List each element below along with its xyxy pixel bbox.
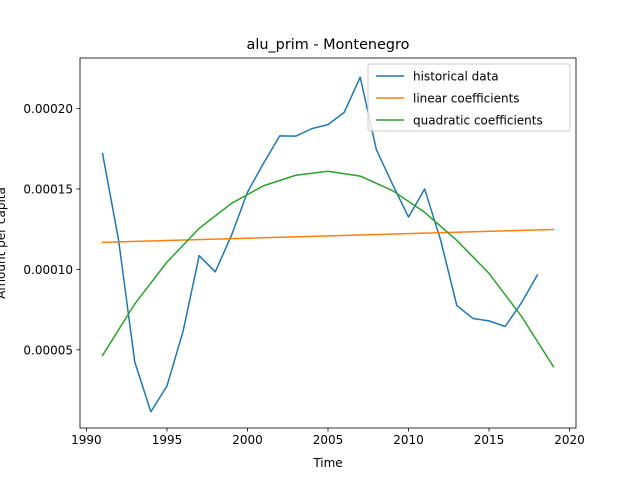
axes-frame [79, 57, 577, 429]
y-axis: 0.00005 0.00010 0.00015 0.00020 [23, 102, 80, 357]
series-line-quadratic-coefficients [101, 170, 555, 368]
x-tick-label: 1995 [152, 433, 183, 447]
plot-area [101, 76, 555, 413]
x-tick-label: 1990 [71, 433, 102, 447]
legend: historical data linear coefficients quadra… [367, 63, 571, 132]
y-tick-label: 0.00010 [23, 263, 73, 277]
x-tick-label: 2015 [474, 433, 505, 447]
x-tick-label: 2020 [554, 433, 585, 447]
y-axis-label: Amount per capita [0, 187, 8, 299]
legend-label: linear coefficients [413, 92, 520, 106]
legend-box [367, 63, 571, 132]
x-axis-label: Time [312, 456, 342, 470]
chart-title: alu_prim - Montenegro [247, 37, 410, 53]
x-tick-label: 2010 [393, 433, 424, 447]
legend-label: historical data [413, 70, 499, 84]
x-tick-label: 2000 [232, 433, 263, 447]
series-line-linear-coefficients [101, 228, 555, 244]
legend-label: quadratic coefficients [413, 114, 543, 128]
y-tick-label: 0.00020 [23, 102, 73, 116]
x-axis: 1990 1995 2000 2005 2010 2015 2020 [71, 428, 585, 447]
x-tick-label: 2005 [313, 433, 344, 447]
y-tick-label: 0.00015 [23, 182, 73, 196]
y-tick-label: 0.00005 [23, 343, 73, 357]
series-line-historical-data [101, 76, 539, 413]
